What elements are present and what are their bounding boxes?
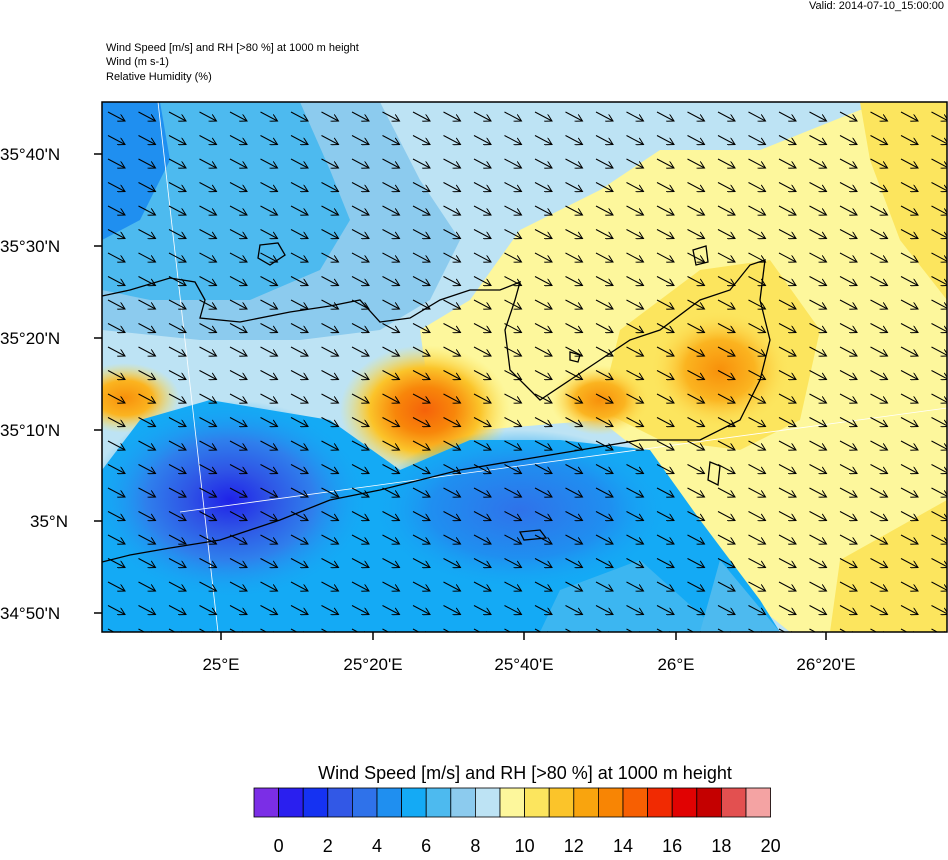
legend-swatch: [328, 788, 353, 817]
legend-swatch: [303, 788, 328, 817]
lon-label-2: 25°20'E: [343, 655, 402, 674]
legend-colorbar: [254, 788, 771, 817]
legend-swatch: [279, 788, 304, 817]
legend-swatch: [352, 788, 377, 817]
lon-label-3: 25°40'E: [494, 655, 553, 674]
legend-swatch: [672, 788, 697, 817]
legend-swatch: [254, 788, 279, 817]
legend-swatch: [525, 788, 550, 817]
legend-swatch: [402, 788, 427, 817]
legend-swatch: [721, 788, 746, 817]
lat-label-5: 35°N: [30, 512, 68, 531]
lon-label-4: 26°E: [657, 655, 694, 674]
legend-swatch: [697, 788, 722, 817]
legend-swatch: [746, 788, 771, 817]
legend-swatch: [377, 788, 402, 817]
legend-swatch: [549, 788, 574, 817]
legend-swatch: [623, 788, 648, 817]
lat-label-6: 34°50'N: [0, 604, 60, 623]
legend-swatch: [574, 788, 599, 817]
wind-field: [70, 102, 948, 638]
legend-swatch: [648, 788, 673, 817]
lon-label-1: 25°E: [202, 655, 239, 674]
legend-swatch: [500, 788, 525, 817]
lat-label-3: 35°20'N: [0, 329, 60, 348]
legend-swatch: [475, 788, 500, 817]
legend-title: Wind Speed [m/s] and RH [>80 %] at 1000 …: [0, 763, 948, 784]
legend-swatch: [426, 788, 451, 817]
legend-swatch: [598, 788, 623, 817]
lat-label-1: 35°40'N: [0, 145, 60, 164]
lon-label-5: 26°20'E: [796, 655, 855, 674]
lat-label-4: 35°10'N: [0, 421, 60, 440]
legend-swatch: [451, 788, 476, 817]
lat-label-2: 35°30'N: [0, 237, 60, 256]
